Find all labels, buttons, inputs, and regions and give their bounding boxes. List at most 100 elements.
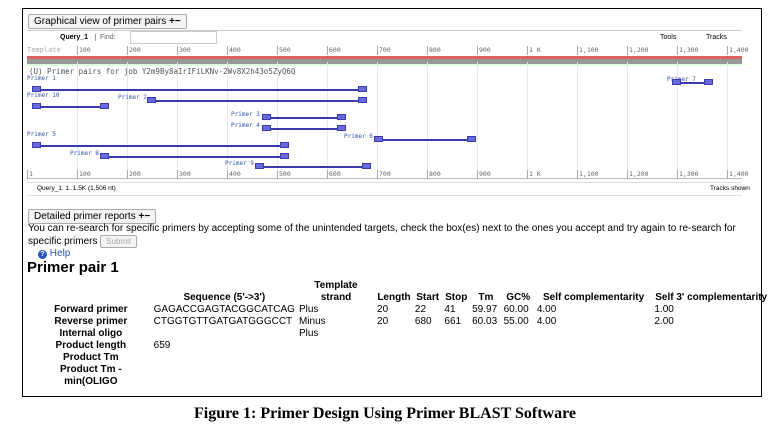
- table-cell: [152, 352, 297, 364]
- forward-arrow-icon: [32, 142, 41, 148]
- primer-pair-bar[interactable]: [255, 163, 371, 169]
- table-cell: [470, 328, 502, 340]
- primer-pair-bar[interactable]: [32, 103, 109, 109]
- primer-pair-bar[interactable]: [147, 97, 367, 103]
- tools-menu[interactable]: Tools: [660, 34, 677, 41]
- screenshot-frame: [22, 8, 762, 397]
- expand-icon[interactable]: +: [138, 211, 145, 222]
- reverse-arrow-icon: [280, 142, 289, 148]
- ruler-tick: 400: [227, 170, 241, 179]
- ruler-tick: 1 K: [527, 170, 541, 179]
- primer-pair-bar[interactable]: [374, 136, 476, 142]
- status-bar: [27, 182, 742, 196]
- row-header: Internal oligo: [59, 328, 123, 339]
- table-cell: [502, 364, 535, 388]
- table-cell: 41: [444, 304, 456, 315]
- table-row: Product Tm: [30, 352, 770, 364]
- track-border: [27, 64, 742, 66]
- forward-arrow-icon: [32, 86, 41, 92]
- section-title: Detailed primer reports: [34, 211, 136, 222]
- table-cell: [152, 364, 297, 388]
- primer-label[interactable]: Primer 8: [70, 150, 99, 157]
- graphical-view-header[interactable]: Graphical view of primer pairs +−: [28, 14, 187, 29]
- table-cell: 4.00: [536, 304, 557, 315]
- primer-label[interactable]: Primer 7: [667, 76, 696, 83]
- table-cell: [535, 328, 653, 340]
- reverse-arrow-icon: [100, 103, 109, 109]
- primer-label[interactable]: Primer 4: [231, 122, 260, 129]
- table-cell: Plus: [298, 328, 319, 339]
- primer-table: Sequence (5'->3') Template strand Length St…: [30, 280, 770, 388]
- table-row: Product Tm - min(OLIGO: [30, 364, 770, 388]
- primer-label[interactable]: Primer 9: [225, 160, 254, 167]
- table-cell: Minus: [298, 316, 326, 327]
- primer-label[interactable]: Primer 10: [27, 92, 60, 99]
- table-cell: 22: [414, 304, 427, 315]
- collapse-icon[interactable]: −: [174, 16, 181, 27]
- primer-pair-bar[interactable]: [32, 86, 367, 92]
- ruler-tick: 1,100: [577, 46, 599, 55]
- ruler-tick: 100: [77, 46, 91, 55]
- figure-caption: Figure 1: Primer Design Using Primer BLA…: [193, 405, 577, 422]
- forward-arrow-icon: [32, 103, 41, 109]
- table-cell: [297, 340, 375, 352]
- reverse-arrow-icon: [280, 153, 289, 159]
- ruler-tick: 500: [277, 46, 291, 55]
- grid-line: [427, 62, 428, 178]
- reverse-arrow-icon: [467, 136, 476, 142]
- find-input[interactable]: [130, 31, 217, 44]
- forward-arrow-icon: [262, 114, 271, 120]
- ruler-tick: 500: [277, 170, 291, 179]
- grid-line: [277, 62, 278, 178]
- help-link[interactable]: ? Help: [38, 248, 70, 259]
- column-header: GC%: [506, 292, 531, 303]
- table-cell: [442, 328, 470, 340]
- tracks-menu[interactable]: Tracks: [706, 34, 727, 41]
- primer-pair-bar[interactable]: [262, 114, 346, 120]
- forward-arrow-icon: [147, 97, 156, 103]
- help-icon: ?: [38, 250, 47, 259]
- table-cell: [375, 364, 413, 388]
- grid-line: [177, 62, 178, 178]
- table-cell: Plus: [298, 304, 319, 315]
- template-bar: [27, 56, 742, 59]
- reverse-arrow-icon: [358, 86, 367, 92]
- detailed-reports-header[interactable]: Detailed primer reports +−: [28, 209, 157, 224]
- submit-button[interactable]: Submit: [100, 235, 138, 248]
- table-cell: [442, 340, 470, 352]
- ruler-tick: 600: [327, 46, 341, 55]
- primer-label[interactable]: Primer 3: [231, 111, 260, 118]
- column-header: Stop: [445, 292, 468, 303]
- column-header: Length: [377, 292, 411, 303]
- message-text: You can re-search for specific primers b…: [28, 223, 736, 247]
- tracks-shown-text[interactable]: Tracks shown: [710, 185, 750, 192]
- primer-label[interactable]: Primer 6: [344, 133, 373, 140]
- expand-icon[interactable]: +: [169, 16, 175, 27]
- primer-pair-bar[interactable]: [672, 79, 713, 85]
- table-cell: 60.00: [503, 304, 529, 315]
- table-cell: 20: [377, 316, 389, 327]
- ruler-tick: 1,200: [627, 170, 649, 179]
- ruler-tick: 1,300: [677, 170, 699, 179]
- table-cell: 2.00: [654, 316, 674, 327]
- grid-line: [577, 62, 578, 178]
- table-cell: [413, 328, 442, 340]
- query-tab[interactable]: Query_1: [60, 34, 89, 41]
- ruler-tick: 700: [377, 170, 391, 179]
- ruler-tick: 1: [27, 170, 33, 179]
- primer-label[interactable]: Primer 1: [27, 75, 56, 82]
- forward-arrow-icon: [672, 79, 681, 85]
- table-cell: [375, 340, 413, 352]
- ruler-tick: 300: [177, 46, 191, 55]
- table-cell: [652, 328, 770, 340]
- range-text: Query_1: 1..1.5K (1,506 nt): [37, 185, 116, 192]
- primer-pair-bar[interactable]: [100, 153, 289, 159]
- ruler-tick: 300: [177, 170, 191, 179]
- primer-pair-bar[interactable]: [32, 142, 289, 148]
- primer-label[interactable]: Primer 5: [27, 131, 56, 138]
- primer-pair-bar[interactable]: [262, 125, 346, 131]
- primer-label[interactable]: Primer 2: [118, 94, 147, 101]
- table-cell: [152, 328, 297, 340]
- reverse-arrow-icon: [337, 125, 346, 131]
- collapse-icon[interactable]: −: [144, 211, 151, 222]
